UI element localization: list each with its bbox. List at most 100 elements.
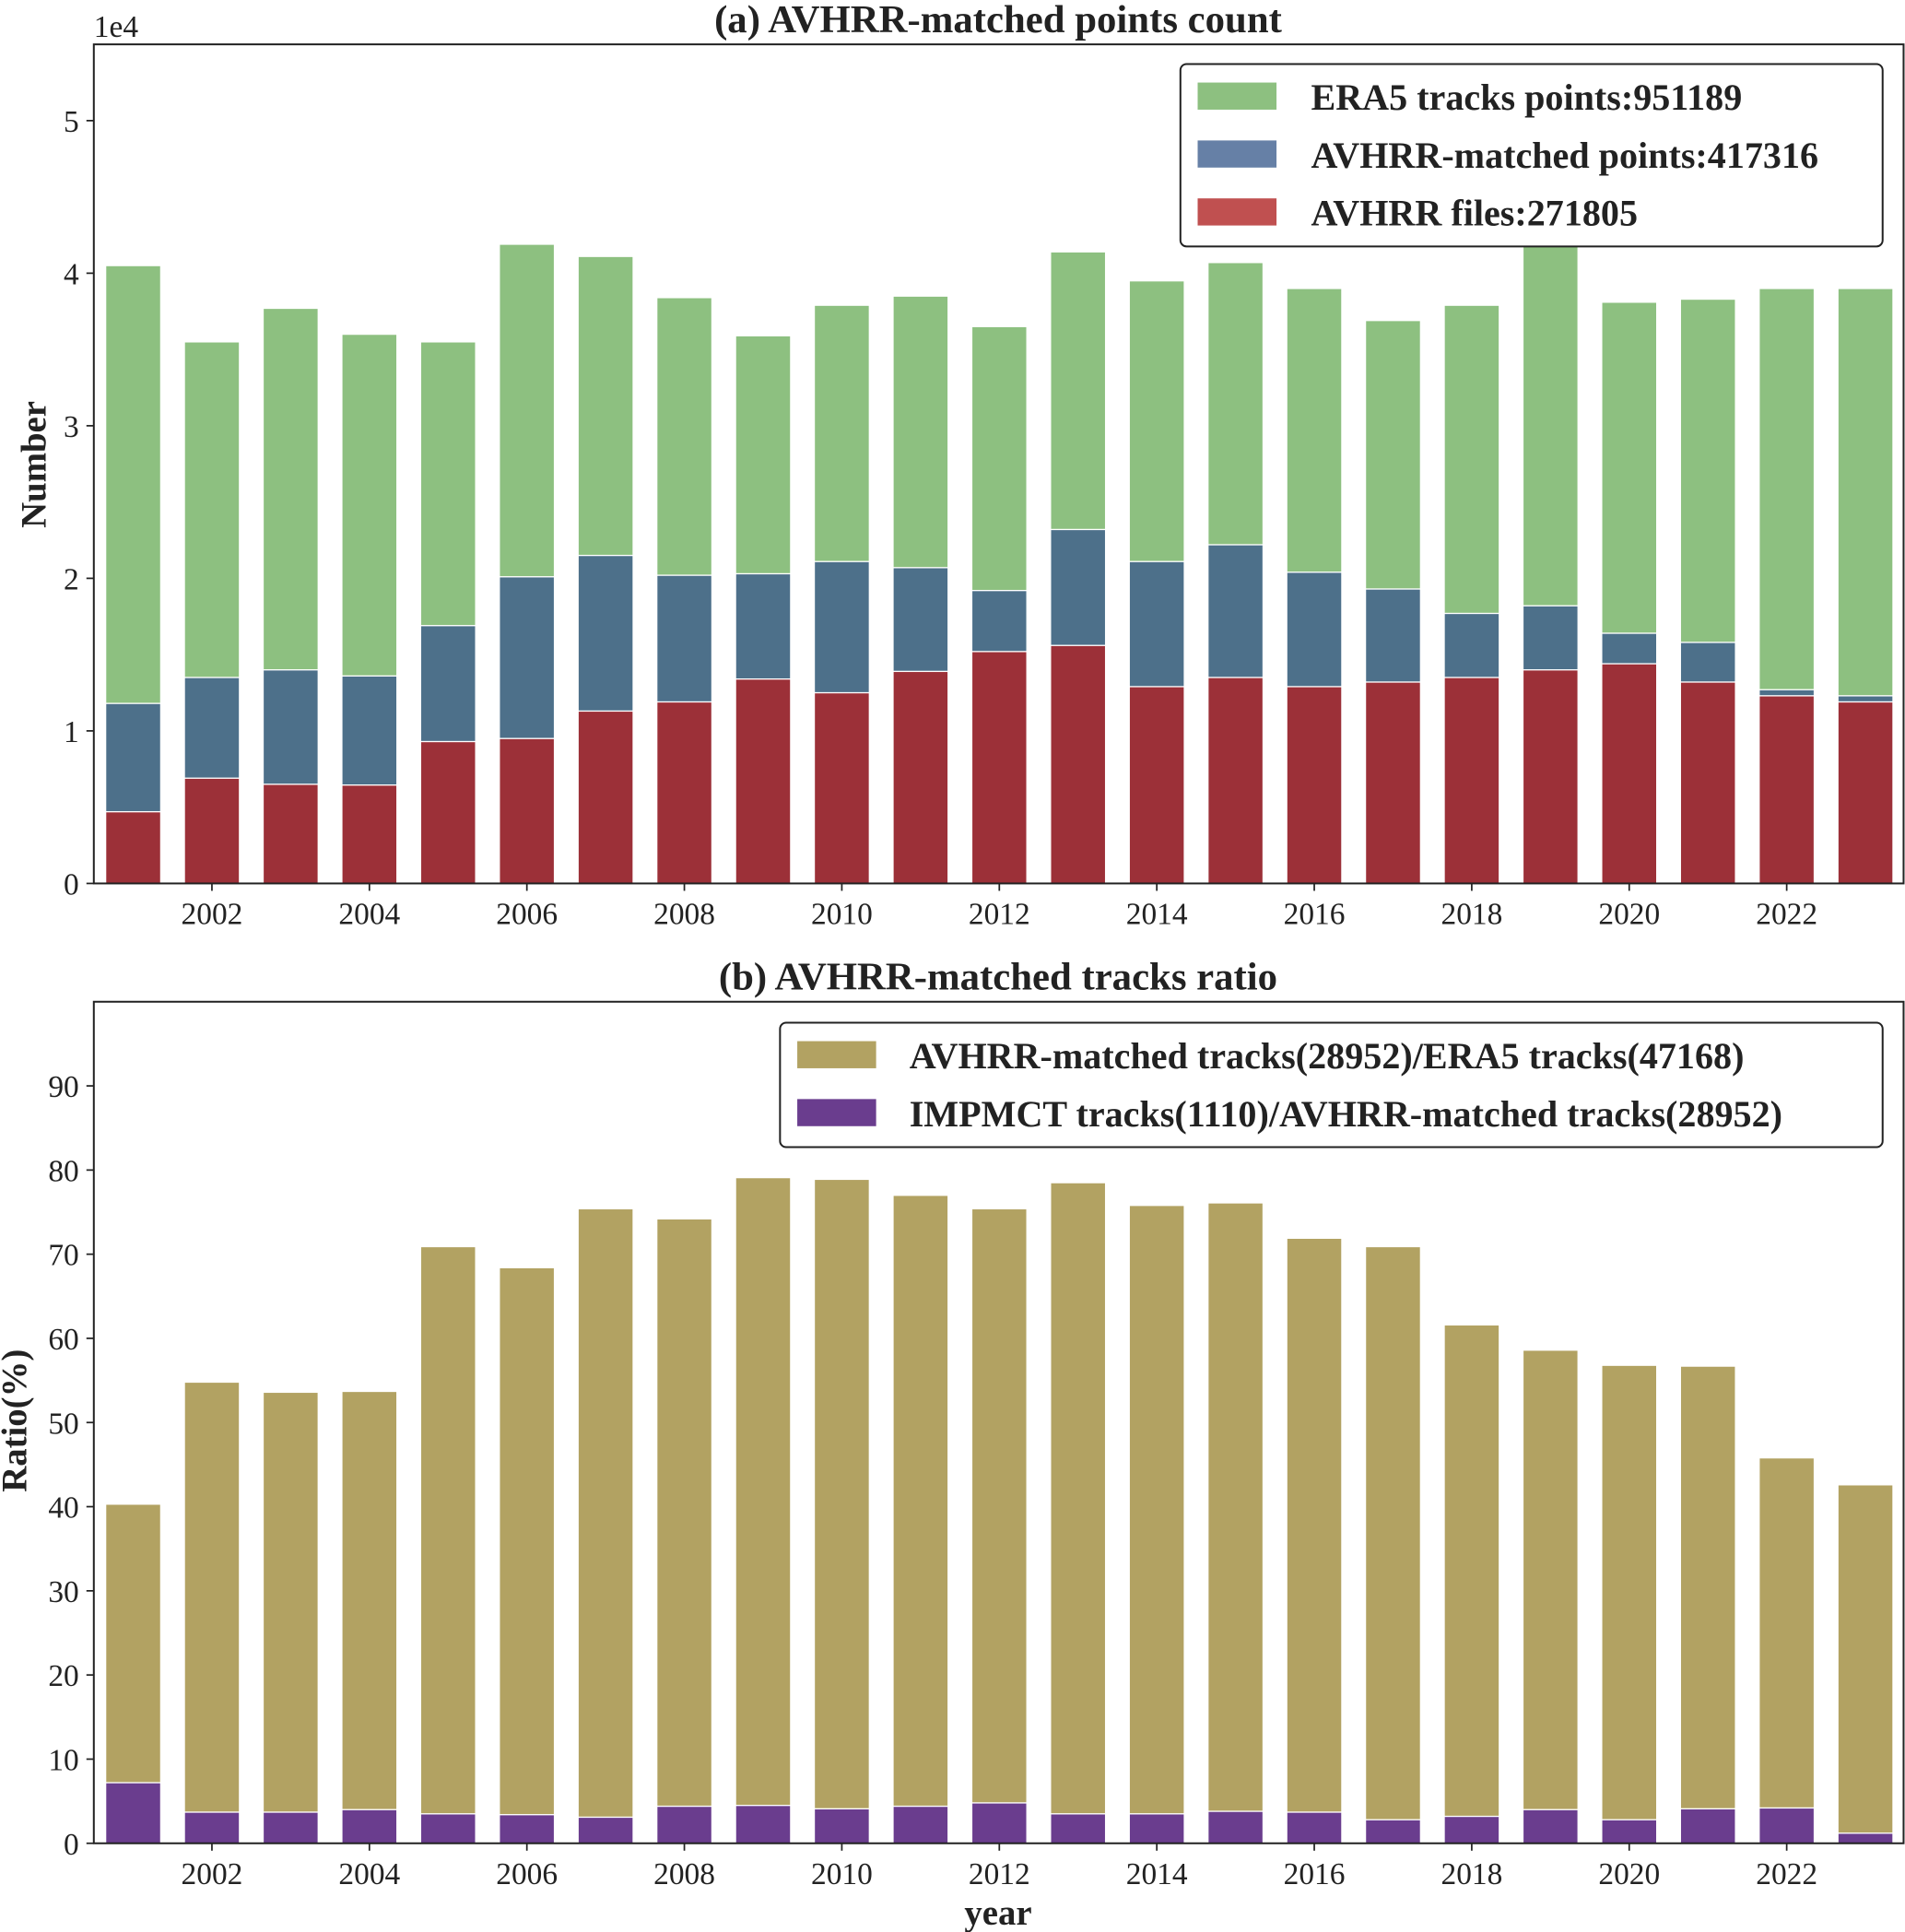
bar-a-s2-2020 <box>1601 663 1658 885</box>
x-tick-label: 2004 <box>338 1857 400 1891</box>
bar-b-s0-2012 <box>970 1208 1028 1844</box>
chart-b-xlabel: year <box>964 1893 1031 1932</box>
bar-b-s0-2011 <box>892 1195 949 1844</box>
legend-label: ERA5 tracks points:951189 <box>1311 77 1742 118</box>
bar-b-s1-2012 <box>970 1802 1028 1844</box>
x-tick-label: 2014 <box>1126 898 1188 932</box>
x-tick-label: 2018 <box>1441 898 1502 932</box>
y-tick-label: 1 <box>64 715 79 749</box>
bar-b-s0-2020 <box>1601 1364 1658 1844</box>
bar-b-s0-2004 <box>341 1390 398 1844</box>
x-tick-label: 2004 <box>338 898 400 932</box>
bar-b-s1-2010 <box>813 1808 870 1844</box>
bar-b-s1-2007 <box>577 1816 634 1844</box>
bar-a-s2-2004 <box>341 784 398 885</box>
bar-a-s2-2021 <box>1679 681 1736 885</box>
x-tick-label: 2012 <box>969 1857 1030 1891</box>
legend-swatch <box>797 1041 876 1068</box>
bar-a-s2-2003 <box>262 783 319 885</box>
x-tick-label: 2016 <box>1284 1857 1346 1891</box>
bar-b-s0-2021 <box>1679 1365 1736 1844</box>
x-tick-label: 2012 <box>969 898 1030 932</box>
bar-b-s1-2014 <box>1128 1813 1185 1844</box>
x-tick-label: 2006 <box>496 1857 558 1891</box>
legend-swatch <box>797 1099 876 1126</box>
bar-b-s1-2015 <box>1207 1810 1264 1844</box>
bar-b-s0-2003 <box>262 1391 319 1844</box>
bar-b-s1-2018 <box>1443 1815 1500 1844</box>
y-tick-label: 2 <box>64 562 79 596</box>
bar-a-s2-2011 <box>892 670 949 885</box>
bar-a-s2-2013 <box>1050 644 1107 885</box>
bar-a-s2-2019 <box>1522 669 1579 885</box>
bar-a-s2-2015 <box>1207 677 1264 885</box>
bar-a-s2-2010 <box>813 691 870 885</box>
chart-a-plot: 2002 2004 2006 2008 2010 2012 2014 2016 2018 2020… <box>64 43 1905 932</box>
legend-label: AVHRR-matched points:417316 <box>1311 135 1818 176</box>
legend: ERA5 tracks points:951189 AVHRR-matched p… <box>1179 63 1884 248</box>
y-tick-label: 10 <box>48 1743 78 1777</box>
x-tick-label: 2022 <box>1756 898 1817 932</box>
x-tick-label: 2020 <box>1598 1857 1660 1891</box>
bar-b-s0-2006 <box>499 1266 556 1844</box>
bar-a-s2-2005 <box>419 740 476 885</box>
x-tick-label: 2008 <box>653 1857 715 1891</box>
y-tick-label: 90 <box>48 1070 78 1104</box>
legend-box <box>779 1021 1884 1149</box>
bar-a-s2-2016 <box>1286 686 1343 885</box>
bar-b-s0-2009 <box>735 1176 792 1844</box>
bar-a-s2-2017 <box>1364 681 1422 885</box>
bar-b-s1-2016 <box>1286 1811 1343 1844</box>
bar-a-s2-2023 <box>1837 701 1894 885</box>
x-tick-label: 2020 <box>1598 898 1660 932</box>
bar-b-s0-2002 <box>183 1381 241 1844</box>
bar-b-s1-2002 <box>183 1811 241 1844</box>
bar-b-s1-2019 <box>1522 1808 1579 1844</box>
y-tick-label: 5 <box>64 105 79 139</box>
bar-a-s2-2001 <box>104 810 162 885</box>
legend-label: AVHRR-matched tracks(28952)/ERA5 tracks(… <box>910 1035 1745 1077</box>
bar-a-s2-2007 <box>577 710 634 885</box>
bar-b-s1-2022 <box>1758 1807 1816 1844</box>
chart-a-offset-label: 1e4 <box>94 10 139 44</box>
bar-b-s1-2005 <box>419 1813 476 1844</box>
bar-b-s1-2011 <box>892 1805 949 1844</box>
x-tick-label: 2018 <box>1441 1857 1502 1891</box>
chart-b-ylabel: Ratio(%) <box>0 1349 34 1492</box>
bar-b-s1-2013 <box>1050 1813 1107 1844</box>
bar-a-s2-2002 <box>183 777 241 885</box>
bar-b-s0-2019 <box>1522 1349 1579 1844</box>
y-tick-label: 4 <box>64 257 79 291</box>
y-tick-label: 0 <box>64 867 79 901</box>
bar-b-s0-2005 <box>419 1245 476 1844</box>
bar-b-s0-2017 <box>1364 1245 1422 1844</box>
bar-b-s0-2018 <box>1443 1324 1500 1844</box>
y-tick-label: 20 <box>48 1659 78 1693</box>
y-tick-label: 3 <box>64 410 79 444</box>
bar-b-s0-2016 <box>1286 1237 1343 1844</box>
bar-b-s0-2015 <box>1207 1202 1264 1844</box>
bar-b-s1-2009 <box>735 1805 792 1844</box>
bar-b-s1-2001 <box>104 1782 162 1844</box>
bar-a-s2-2014 <box>1128 686 1185 885</box>
legend-box <box>1179 63 1884 248</box>
bar-a-s2-2022 <box>1758 695 1816 885</box>
y-tick-label: 60 <box>48 1323 78 1357</box>
chart-a-ylabel: Number <box>15 401 54 528</box>
bar-b-s0-2023 <box>1837 1484 1894 1844</box>
bar-b-s0-2007 <box>577 1208 634 1844</box>
x-tick-label: 2006 <box>496 898 558 932</box>
bar-b-s1-2021 <box>1679 1808 1736 1844</box>
x-tick-label: 2022 <box>1756 1857 1817 1891</box>
legend-label: AVHRR files:271805 <box>1311 193 1638 234</box>
bar-b-s1-2017 <box>1364 1819 1422 1844</box>
legend-swatch <box>1197 198 1277 226</box>
bar-b-s1-2006 <box>499 1814 556 1844</box>
bar-b-s0-2013 <box>1050 1182 1107 1844</box>
x-tick-label: 2010 <box>811 898 873 932</box>
x-tick-label: 2016 <box>1284 898 1346 932</box>
bar-a-s2-2008 <box>655 701 713 885</box>
bar-b-s1-2023 <box>1837 1832 1894 1844</box>
bar-a-s2-2006 <box>499 737 556 885</box>
bar-b-s0-2014 <box>1128 1205 1185 1844</box>
